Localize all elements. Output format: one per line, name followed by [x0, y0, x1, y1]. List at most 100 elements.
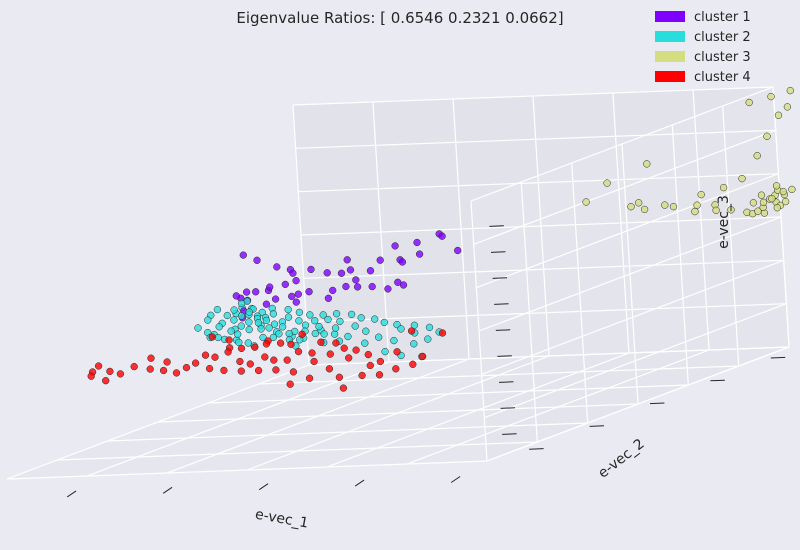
grid-line — [473, 129, 776, 245]
point-cluster-3 — [749, 199, 758, 207]
point-cluster-2 — [330, 330, 339, 338]
point-cluster-2 — [311, 317, 319, 325]
point-cluster-1 — [384, 285, 392, 293]
point-cluster-2 — [361, 339, 369, 347]
point-cluster-4 — [358, 371, 366, 380]
point-cluster-2 — [234, 330, 242, 338]
point-cluster-4 — [366, 361, 374, 370]
point-cluster-3 — [627, 203, 635, 211]
point-cluster-4 — [116, 370, 125, 378]
point-cluster-4 — [286, 380, 294, 388]
point-cluster-2 — [284, 313, 293, 321]
point-cluster-2 — [344, 332, 352, 341]
point-cluster-2 — [245, 308, 253, 316]
point-cluster-4 — [375, 371, 384, 379]
point-cluster-1 — [366, 267, 375, 275]
point-cluster-3 — [640, 205, 649, 214]
point-cluster-3 — [582, 198, 590, 206]
point-cluster-1 — [342, 282, 350, 291]
point-cluster-2 — [237, 312, 246, 320]
point-cluster-4 — [220, 366, 228, 375]
x-axis-tick — [354, 479, 365, 487]
point-cluster-4 — [102, 377, 110, 385]
point-cluster-4 — [163, 358, 171, 366]
point-cluster-4 — [237, 367, 245, 375]
point-cluster-2 — [269, 333, 278, 342]
point-cluster-2 — [295, 317, 303, 325]
point-cluster-1 — [239, 251, 247, 259]
point-cluster-4 — [317, 338, 325, 346]
point-cluster-1 — [353, 283, 362, 291]
point-cluster-1 — [242, 288, 251, 296]
x-axis-tick — [258, 483, 269, 491]
point-cluster-4 — [262, 340, 271, 348]
point-cluster-3 — [693, 201, 701, 209]
point-cluster-4 — [251, 343, 259, 351]
point-cluster-1 — [323, 269, 331, 277]
point-cluster-1 — [288, 292, 296, 301]
point-cluster-2 — [315, 322, 323, 331]
point-cluster-1 — [292, 277, 300, 285]
point-cluster-3 — [691, 207, 699, 216]
z-axis-tick — [489, 225, 504, 227]
point-cluster-2 — [278, 323, 287, 331]
axis-ticks — [66, 225, 786, 498]
point-cluster-2 — [425, 323, 434, 332]
point-cluster-3 — [774, 111, 783, 119]
point-cluster-2 — [324, 315, 332, 324]
point-cluster-4 — [147, 354, 155, 362]
z-axis-label: e-vec_3 — [716, 195, 732, 249]
point-cluster-2 — [269, 310, 278, 318]
z-axis-tick — [495, 329, 511, 331]
point-cluster-4 — [261, 353, 269, 361]
z-axis-tick — [494, 303, 509, 305]
y-axis-tick — [710, 379, 725, 382]
point-cluster-1 — [454, 246, 462, 255]
point-cluster-4 — [287, 340, 295, 348]
z-axis-tick — [490, 251, 506, 253]
point-cluster-1 — [337, 269, 346, 277]
point-cluster-3 — [783, 103, 792, 111]
point-cluster-4 — [205, 364, 214, 373]
point-cluster-3 — [603, 179, 611, 187]
point-cluster-2 — [230, 306, 238, 314]
point-cluster-3 — [773, 204, 781, 212]
point-cluster-2 — [347, 310, 356, 319]
point-cluster-2 — [257, 325, 265, 333]
point-cluster-2 — [320, 330, 328, 338]
point-cluster-1 — [262, 300, 271, 308]
point-cluster-4 — [332, 339, 340, 347]
point-cluster-3 — [763, 132, 771, 140]
point-cluster-2 — [357, 314, 365, 322]
point-cluster-3 — [779, 187, 787, 196]
grid-line — [470, 86, 774, 202]
legend-label: cluster 3 — [694, 50, 751, 65]
point-cluster-4 — [208, 333, 216, 341]
point-cluster-4 — [146, 365, 154, 373]
chart-title: Eigenvalue Ratios: [ 0.6546 0.2321 0.066… — [236, 9, 563, 27]
point-cluster-4 — [393, 348, 401, 356]
point-cluster-2 — [230, 316, 238, 324]
z-axis-tick — [497, 355, 512, 357]
point-cluster-1 — [232, 292, 240, 300]
point-cluster-3 — [643, 160, 651, 168]
point-cluster-2 — [213, 305, 222, 314]
point-cluster-2 — [319, 311, 327, 319]
z-axis-tick — [500, 407, 516, 409]
x-axis-tick — [162, 486, 173, 494]
point-cluster-1 — [368, 282, 376, 291]
point-cluster-1 — [399, 281, 408, 289]
point-cluster-4 — [182, 363, 191, 372]
point-cluster-4 — [418, 352, 427, 361]
point-cluster-2 — [362, 327, 370, 335]
point-cluster-4 — [254, 366, 263, 375]
point-cluster-1 — [329, 286, 337, 295]
point-cluster-4 — [298, 330, 306, 338]
point-cluster-2 — [332, 310, 341, 318]
point-cluster-2 — [227, 327, 235, 335]
z-axis-tick — [502, 433, 517, 435]
point-cluster-2 — [262, 316, 271, 325]
point-cluster-2 — [295, 308, 304, 317]
legend-swatch — [655, 11, 685, 22]
legend-label: cluster 1 — [694, 10, 751, 25]
